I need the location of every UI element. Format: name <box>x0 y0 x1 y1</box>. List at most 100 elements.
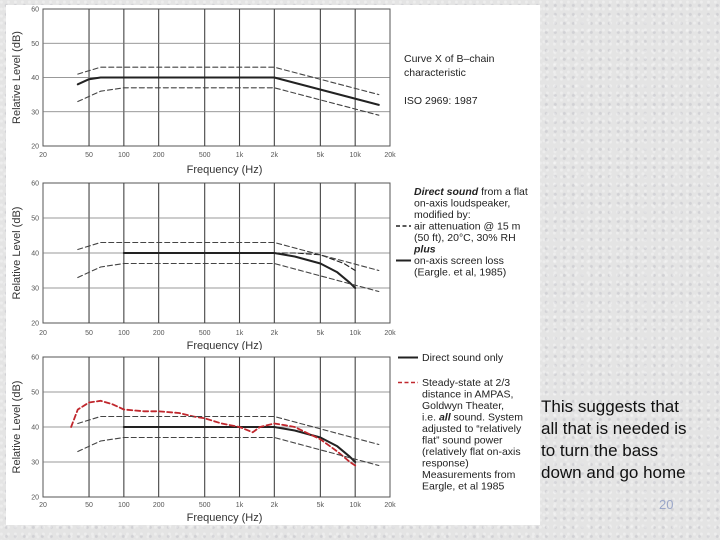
side-note-line: all that is needed is <box>541 419 687 438</box>
annotation-span: response) <box>422 458 469 470</box>
annotation-line: plus <box>413 244 436 256</box>
series-curve-x-line <box>76 76 380 106</box>
chart-direct-sound: 20 50 100 200 500 1k 2k 5k 10k 20k 20 30 40 50 60 Frequ… <box>11 181 528 351</box>
y-axis-title: Relative Level (dB) <box>11 207 23 300</box>
series-upper-tolerance-line <box>77 66 380 96</box>
y-tick-label: 20 <box>31 144 39 151</box>
figure-panel: 20 50 100 200 500 1k 2k 5k 10k 20k 20 30 40 50 60 Frequ… <box>6 5 540 525</box>
chart-curve-x: 20 50 100 200 500 1k 2k 5k 10k 20k 20 30 40 50 60 Frequ… <box>11 7 495 177</box>
y-tick-label: 30 <box>31 109 39 116</box>
x-tick-label: 10k <box>350 502 362 509</box>
x-tick-label: 500 <box>199 502 211 509</box>
x-axis-title: Frequency (Hz) <box>187 512 263 524</box>
x-tick-label: 10k <box>350 152 362 159</box>
y-tick-label: 40 <box>31 75 39 82</box>
annotation-line: on-axis screen loss <box>414 255 504 267</box>
annotation-line: Eargle, et al 1985 <box>422 481 504 493</box>
x-tick-label: 2k <box>271 152 279 159</box>
y-tick-label: 30 <box>31 460 39 467</box>
annotation-span: Direct sound only <box>422 352 504 364</box>
y-tick-label: 60 <box>31 181 39 188</box>
annotation-span: Curve X of B–chain <box>404 53 495 65</box>
annotation-line: ISO 2969: 1987 <box>404 95 478 107</box>
x-tick-label: 10k <box>350 330 362 337</box>
x-tick-label: 100 <box>118 330 130 337</box>
y-tick-label: 60 <box>31 7 39 14</box>
y-tick-label: 50 <box>31 41 39 48</box>
annotation-line: air attenuation @ 15 m <box>414 221 521 233</box>
annotation-line: response) <box>422 458 469 470</box>
x-tick-label: 500 <box>199 152 211 159</box>
annotation-span: Goldwyn Theater, <box>422 400 504 412</box>
x-tick-label: 5k <box>317 330 325 337</box>
y-axis-title: Relative Level (dB) <box>11 31 23 124</box>
annotation-line: adjusted to “relatively <box>422 423 522 435</box>
annotation-span: air attenuation @ 15 m <box>414 221 521 233</box>
series-lower-tolerance-line <box>77 262 380 293</box>
y-tick-label: 30 <box>31 286 39 293</box>
annotation-span: (50 ft), 20°C, 30% RH <box>414 232 516 244</box>
annotation-span: plus <box>413 244 436 256</box>
series-lower-tolerance-line <box>77 87 380 116</box>
y-tick-label: 50 <box>31 216 39 223</box>
annotation-span: characteristic <box>404 67 466 79</box>
series-upper-tolerance-line <box>77 241 380 272</box>
annotation-span: on-axis loudspeaker, <box>414 198 510 210</box>
annotation-line: Steady-state at 2/3 <box>422 377 510 389</box>
y-tick-label: 60 <box>31 355 39 362</box>
side-note: This suggests that all that is needed is… <box>541 396 719 484</box>
x-tick-label: 5k <box>317 152 325 159</box>
x-tick-label: 200 <box>153 502 165 509</box>
annotation-line: modified by: <box>414 209 471 221</box>
annotation-line: distance in AMPAS, <box>422 389 513 401</box>
annotation-line: i.e. all sound. System <box>422 412 523 424</box>
annotation-span: adjusted to “relatively <box>422 423 522 435</box>
y-tick-label: 40 <box>31 251 39 258</box>
annotation-line: (50 ft), 20°C, 30% RH <box>414 232 516 244</box>
annotation-line: characteristic <box>404 67 466 79</box>
annotation-line: Measurements from <box>422 469 516 481</box>
series-steady-state-at-2-3-distance-line <box>70 399 357 467</box>
series-direct-sound-only-line <box>122 426 357 463</box>
x-tick-label: 20k <box>384 502 396 509</box>
annotation-span: all <box>439 412 452 424</box>
y-tick-label: 20 <box>31 321 39 328</box>
x-axis-title: Frequency (Hz) <box>187 340 263 350</box>
annotation-span: sound. System <box>451 412 524 424</box>
x-tick-label: 1k <box>236 152 244 159</box>
series-air-attenuation-line <box>273 252 356 272</box>
x-tick-label: 20 <box>39 330 47 337</box>
x-tick-label: 20k <box>384 330 396 337</box>
y-tick-label: 20 <box>31 495 39 502</box>
series-upper-tolerance-line <box>77 415 380 446</box>
side-note-line: to turn the bass <box>541 441 659 460</box>
x-tick-label: 1k <box>236 502 244 509</box>
annotation-line: Direct sound only <box>422 352 504 364</box>
side-note-line: This suggests that <box>541 397 679 416</box>
x-tick-label: 100 <box>118 502 130 509</box>
annotation-line: (relatively flat on-axis <box>422 446 521 458</box>
x-tick-label: 20k <box>384 152 396 159</box>
x-tick-label: 5k <box>317 502 325 509</box>
x-tick-label: 20 <box>39 152 47 159</box>
annotation-span: on-axis screen loss <box>414 255 504 267</box>
x-tick-label: 100 <box>118 152 130 159</box>
x-tick-label: 1k <box>236 330 244 337</box>
annotation-line: Goldwyn Theater, <box>422 400 504 412</box>
chart-steady-state: 20 50 100 200 500 1k 2k 5k 10k 20k 20 30 40 50 60 Frequ… <box>11 352 523 524</box>
annotation-line: on-axis loudspeaker, <box>414 198 510 210</box>
annotation-span: modified by: <box>414 209 471 221</box>
x-tick-label: 500 <box>199 330 211 337</box>
x-tick-label: 2k <box>271 330 279 337</box>
annotation-span: distance in AMPAS, <box>422 389 513 401</box>
y-tick-label: 40 <box>31 425 39 432</box>
y-tick-label: 50 <box>31 390 39 397</box>
page-number: 20 <box>659 497 674 512</box>
x-tick-label: 200 <box>153 330 165 337</box>
annotation-span: Steady-state at 2/3 <box>422 377 510 389</box>
annotation-span: (relatively flat on-axis <box>422 446 521 458</box>
side-note-line: down and go home <box>541 463 686 482</box>
x-tick-label: 50 <box>85 152 93 159</box>
x-tick-label: 50 <box>85 330 93 337</box>
series-lower-tolerance-line <box>77 436 380 467</box>
